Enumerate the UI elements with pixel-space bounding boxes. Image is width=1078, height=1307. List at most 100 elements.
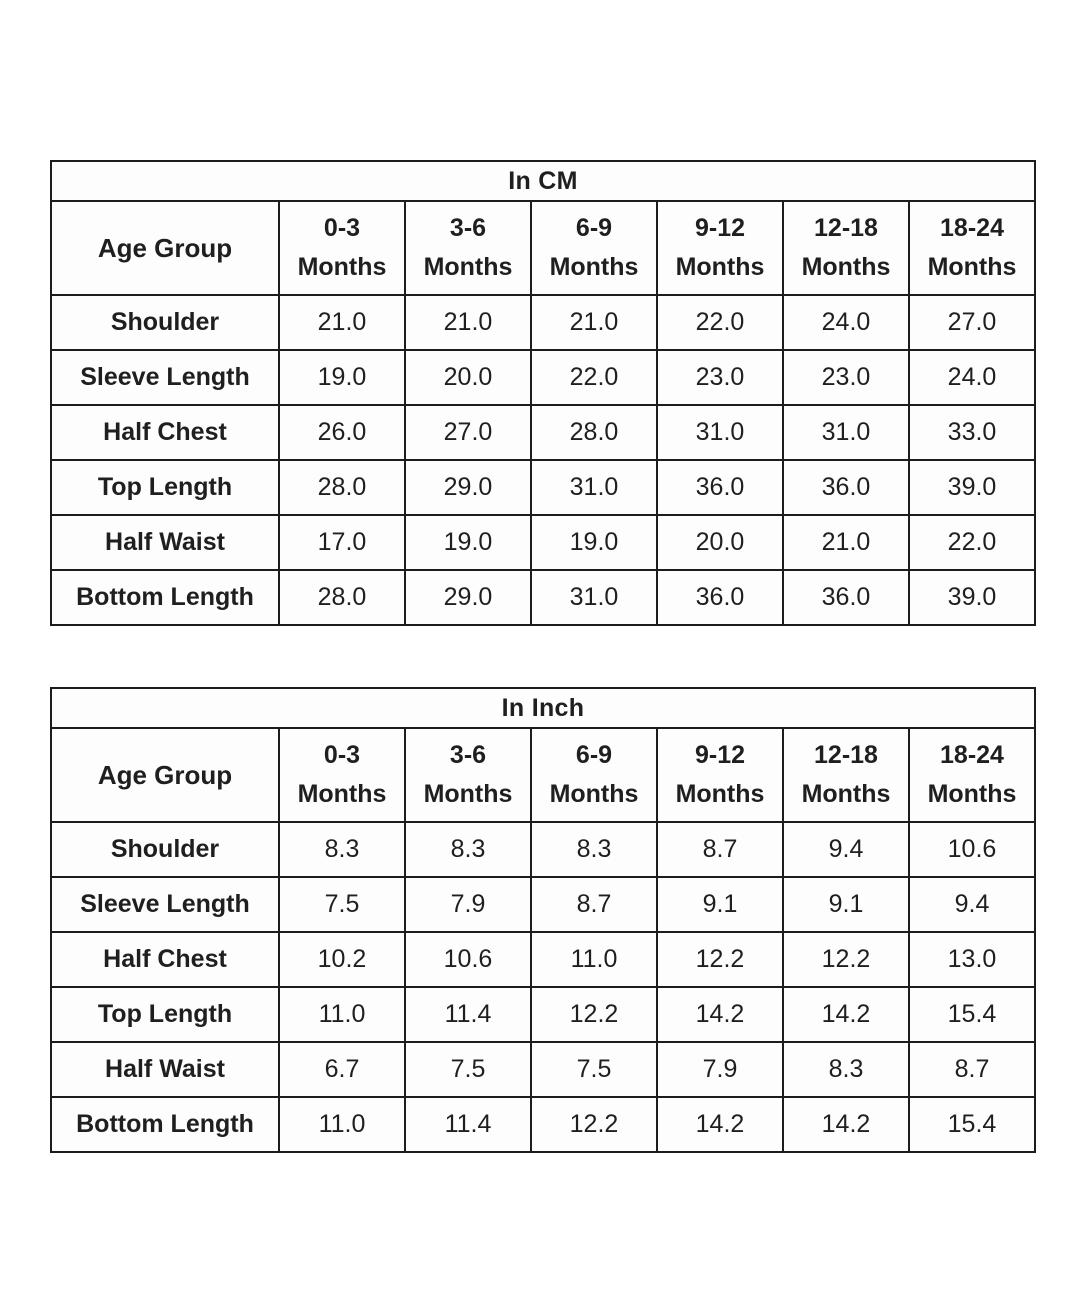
measurement-value: 31.0 [656,404,784,461]
table-row: Bottom Length 28.0 29.0 31.0 36.0 36.0 39.0 [50,569,1037,626]
table-row: Top Length 28.0 29.0 31.0 36.0 36.0 39.0 [50,459,1037,516]
size-table-cm: In CM Age Group 0-3 Months 3-6 Months 6-9 Month… [49,160,1037,626]
table-row: Sleeve Length 7.5 7.9 8.7 9.1 9.1 9.4 [50,876,1036,933]
measurement-value: 7.9 [404,876,532,933]
column-header-18-24-months: 18-24 Months [907,200,1037,296]
column-header-unit: Months [675,253,765,281]
row-label: Half Waist [50,514,280,571]
measurement-value: 6.7 [278,1041,406,1098]
column-header-unit: Months [927,780,1017,808]
measurement-value: 7.5 [278,876,406,933]
column-header-12-18-months: 12-18 Months [782,200,910,296]
measurement-value: 24.0 [782,294,910,351]
measurement-value: 31.0 [530,569,658,626]
table-row: Half Waist 17.0 19.0 19.0 20.0 21.0 22.0 [50,514,1037,571]
measurement-value: 8.3 [782,1041,910,1098]
column-header-range: 18-24 [940,214,1004,243]
row-label: Half Waist [50,1041,280,1098]
measurement-value: 12.2 [656,931,784,988]
column-header-12-18-months: 12-18 Months [782,727,910,823]
table-row: Shoulder 8.3 8.3 8.3 8.7 9.4 10.6 [50,821,1036,878]
measurement-value: 22.0 [907,514,1037,571]
column-header-unit: Months [675,780,765,808]
measurement-value: 36.0 [782,569,910,626]
measurement-value: 7.5 [404,1041,532,1098]
measurement-value: 8.3 [530,821,658,878]
measurement-value: 15.4 [908,986,1036,1043]
measurement-value: 12.2 [530,986,658,1043]
measurement-value: 8.3 [278,821,406,878]
measurement-value: 8.7 [656,821,784,878]
age-group-header: Age Group [50,200,280,296]
column-header-3-6-months: 3-6 Months [404,727,532,823]
measurement-value: 9.1 [782,876,910,933]
measurement-value: 31.0 [782,404,910,461]
column-header-unit: Months [801,253,891,281]
row-label: Half Chest [50,931,280,988]
column-header-unit: Months [297,780,387,808]
table-header-row: Age Group 0-3 Months 3-6 Months 6-9 Months 9-12… [50,200,1037,296]
row-label: Half Chest [50,404,280,461]
measurement-value: 19.0 [530,514,658,571]
table-title-row: In CM [49,160,1037,202]
table-header-row: Age Group 0-3 Months 3-6 Months 6-9 Months 9-12… [50,727,1036,823]
table-title: In CM [49,160,1037,202]
measurement-value: 13.0 [908,931,1036,988]
measurement-value: 20.0 [404,349,532,406]
table-title-row: In Inch [50,687,1036,729]
column-header-6-9-months: 6-9 Months [530,200,658,296]
column-header-unit: Months [423,253,513,281]
column-header-range: 3-6 [449,741,487,770]
measurement-value: 27.0 [404,404,532,461]
measurement-value: 14.2 [782,986,910,1043]
row-label: Sleeve Length [50,349,280,406]
table-row: Half Waist 6.7 7.5 7.5 7.9 8.3 8.7 [50,1041,1036,1098]
column-header-unit: Months [423,780,513,808]
column-header-unit: Months [549,253,639,281]
column-header-range: 6-9 [575,741,613,770]
column-header-range: 0-3 [323,214,361,243]
measurement-value: 31.0 [530,459,658,516]
measurement-value: 10.2 [278,931,406,988]
size-table-inch: In Inch Age Group 0-3 Months 3-6 Months 6-9 Mon… [50,687,1036,1153]
table-row: Bottom Length 11.0 11.4 12.2 14.2 14.2 15.4 [50,1096,1036,1153]
measurement-value: 12.2 [530,1096,658,1153]
column-header-9-12-months: 9-12 Months [656,200,784,296]
measurement-value: 10.6 [908,821,1036,878]
age-group-header: Age Group [50,727,280,823]
table-row: Half Chest 10.2 10.6 11.0 12.2 12.2 13.0 [50,931,1036,988]
measurement-value: 23.0 [656,349,784,406]
measurement-value: 10.6 [404,931,532,988]
measurement-value: 39.0 [907,569,1037,626]
measurement-value: 9.4 [782,821,910,878]
column-header-range: 9-12 [694,741,746,770]
column-header-range: 0-3 [323,741,361,770]
row-label: Sleeve Length [50,876,280,933]
row-label: Bottom Length [50,569,280,626]
row-label: Top Length [50,986,280,1043]
measurement-value: 8.7 [908,1041,1036,1098]
measurement-value: 8.7 [530,876,658,933]
measurement-value: 27.0 [907,294,1037,351]
measurement-value: 11.4 [404,1096,532,1153]
measurement-value: 21.0 [278,294,406,351]
measurement-value: 29.0 [404,569,532,626]
table-row: Shoulder 21.0 21.0 21.0 22.0 24.0 27.0 [50,294,1037,351]
measurement-value: 14.2 [656,986,784,1043]
column-header-range: 9-12 [694,214,746,243]
column-header-unit: Months [801,780,891,808]
measurement-value: 15.4 [908,1096,1036,1153]
measurement-value: 21.0 [530,294,658,351]
row-label: Top Length [50,459,280,516]
table-row: Top Length 11.0 11.4 12.2 14.2 14.2 15.4 [50,986,1036,1043]
measurement-value: 36.0 [782,459,910,516]
measurement-value: 28.0 [278,459,406,516]
measurement-value: 11.0 [530,931,658,988]
table-row: Half Chest 26.0 27.0 28.0 31.0 31.0 33.0 [50,404,1037,461]
measurement-value: 11.0 [278,986,406,1043]
measurement-value: 19.0 [404,514,532,571]
measurement-value: 22.0 [530,349,658,406]
column-header-range: 12-18 [814,214,878,243]
column-header-range: 3-6 [449,214,487,243]
column-header-unit: Months [549,780,639,808]
